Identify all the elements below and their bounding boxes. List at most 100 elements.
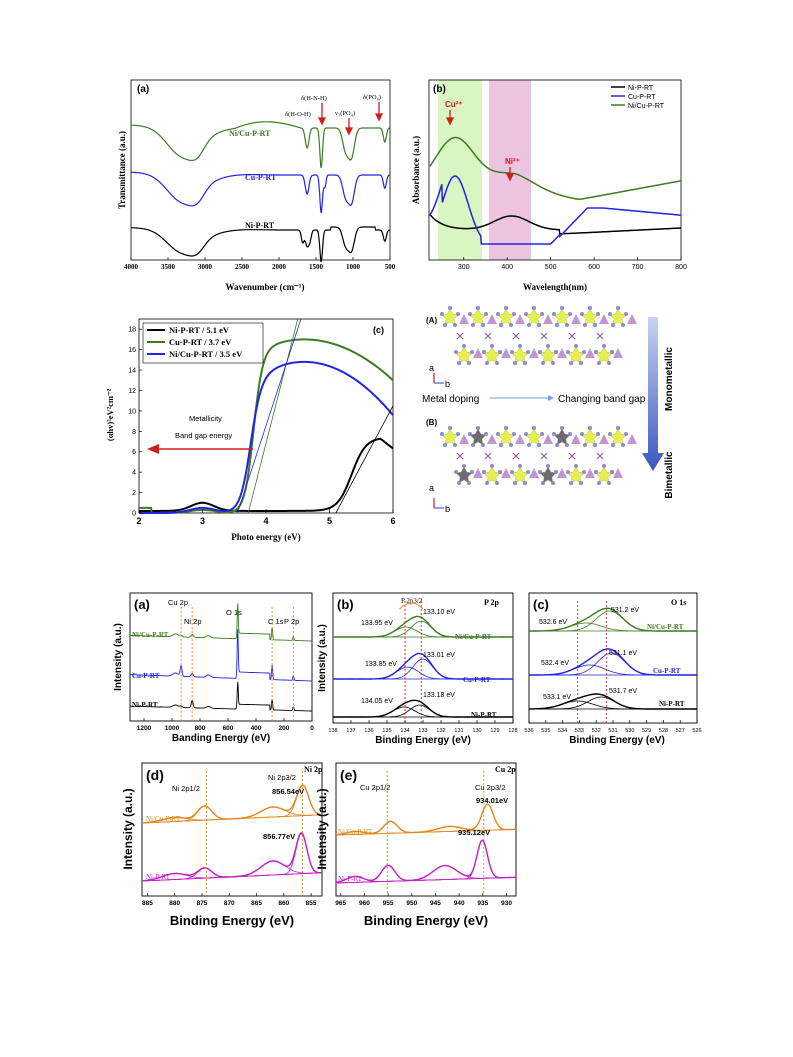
atom — [454, 350, 458, 354]
octahedron — [469, 308, 487, 326]
tangent-cu — [247, 318, 299, 514]
tetrahedron — [543, 314, 553, 324]
atom — [565, 323, 569, 327]
fit-envelope — [141, 832, 322, 882]
octahedron — [609, 308, 627, 326]
x-tick-label: 940 — [454, 900, 465, 907]
atom — [462, 464, 466, 468]
atom — [554, 350, 558, 354]
sample-label-ni: Ni-P-RT — [338, 875, 363, 883]
metal-doping-label: Metal doping — [422, 394, 479, 405]
x-tick-label: 135 — [382, 728, 391, 734]
atom — [524, 312, 528, 316]
x-tick-label: 136 — [364, 728, 373, 734]
x-tick-label: 526 — [692, 728, 701, 734]
ftir-line-nicu — [131, 121, 391, 169]
x-axis-label: Photo energy (eV) — [231, 532, 300, 542]
atom — [597, 481, 601, 485]
atom — [499, 443, 503, 447]
atom — [624, 432, 628, 436]
atom — [569, 481, 573, 485]
annotation-v3po4: ν₃(PO₄) — [335, 110, 355, 117]
atom — [608, 312, 612, 316]
octahedron — [553, 428, 571, 446]
chart-uvvis: (b) Cu²⁺ Ni²⁺ Ni-P-RT Cu-P-RT Ni/Cu-P-RT… — [411, 79, 687, 292]
x-tick-label: 880 — [169, 900, 180, 907]
chart-xps-cu2p: (e) Cu 2p Cu 2p1/2 Cu 2p3/2 934.01eV 935… — [315, 762, 517, 928]
annotation-po4: δ(PO₄) — [363, 94, 381, 101]
x-ticks: 885 880 875 870 865 860 855 — [142, 893, 317, 907]
x-tick-label: 527 — [676, 728, 685, 734]
atom — [443, 323, 447, 327]
atom — [596, 312, 600, 316]
atom — [509, 323, 513, 327]
fit-value: 934.01eV — [476, 796, 508, 805]
atom — [568, 312, 572, 316]
x-tick-label: 945 — [430, 900, 441, 907]
x-tick-label: 4 — [263, 516, 268, 526]
atom — [490, 464, 494, 468]
x-tick-label: 134 — [400, 728, 409, 734]
fit-envelope — [333, 699, 513, 718]
atom — [512, 312, 516, 316]
atom — [580, 312, 584, 316]
tetrahedron — [529, 468, 539, 478]
atom — [467, 481, 471, 485]
sample-label-ni: Ni-P-RT — [132, 701, 158, 709]
atom — [588, 306, 592, 310]
atom — [540, 312, 544, 316]
atom — [596, 432, 600, 436]
atom — [552, 432, 556, 436]
x-tick-label: 955 — [383, 900, 394, 907]
peak-label-p2p32: P 2p3/2 — [401, 597, 423, 605]
y-axis-label: Intensity (a.u.) — [317, 624, 328, 692]
atom — [597, 361, 601, 365]
atom — [537, 443, 541, 447]
survey-line-nicu — [130, 603, 312, 642]
atom — [504, 306, 508, 310]
x-tick-label: 3500 — [161, 263, 176, 271]
x-tick-label: 800 — [675, 264, 687, 271]
x-tick-label: 600 — [223, 725, 234, 732]
annotation-cu: Cu²⁺ — [445, 100, 463, 109]
x-tick-label: 530 — [625, 728, 634, 734]
fit-envelope — [335, 839, 516, 884]
atom — [624, 312, 628, 316]
peak-label-o: O 1s — [226, 608, 242, 617]
fit-value: 133.95 eV — [361, 620, 393, 627]
x-axis-label: Binding Energy (eV) — [364, 913, 488, 928]
y-tick-label: 18 — [128, 327, 136, 334]
atom — [457, 361, 461, 365]
atom — [538, 470, 542, 474]
panel-label: (a) — [134, 597, 150, 612]
chart-ftir: (a) Ni/Cu-P-RT Cu-P-RT Ni-P-RT δ(H-O-H) … — [117, 79, 396, 292]
x-tick-label: 536 — [524, 728, 533, 734]
atom — [456, 432, 460, 436]
series-label-cu: Cu-P-RT — [245, 173, 277, 182]
octahedron — [441, 428, 459, 446]
atom — [481, 443, 485, 447]
tetrahedron — [613, 468, 623, 478]
atom — [611, 443, 615, 447]
sample-label-nicu: Ni/Cu-P-RT — [338, 828, 373, 836]
x-tick-label: 935 — [477, 900, 488, 907]
tetrahedron — [487, 434, 497, 444]
octahedron — [581, 428, 599, 446]
atom — [512, 432, 516, 436]
x-tick-label: 855 — [306, 900, 317, 907]
atom — [484, 312, 488, 316]
atom — [540, 432, 544, 436]
x-tick-label: 133 — [418, 728, 427, 734]
peak-label-ni: Ni 2p — [184, 617, 202, 626]
atom — [510, 470, 514, 474]
tetrahedron — [571, 434, 581, 444]
x-tick-label: 2500 — [235, 263, 250, 271]
atom — [610, 470, 614, 474]
atom — [532, 426, 536, 430]
atom — [621, 443, 625, 447]
tetrahedron — [599, 434, 609, 444]
fit-envelope — [529, 607, 697, 632]
x-tick-label: 535 — [541, 728, 550, 734]
atom — [523, 361, 527, 365]
legend: Ni-P-RT / 5.1 eV Cu-P-RT / 3.7 eV Ni/Cu-… — [142, 322, 264, 364]
